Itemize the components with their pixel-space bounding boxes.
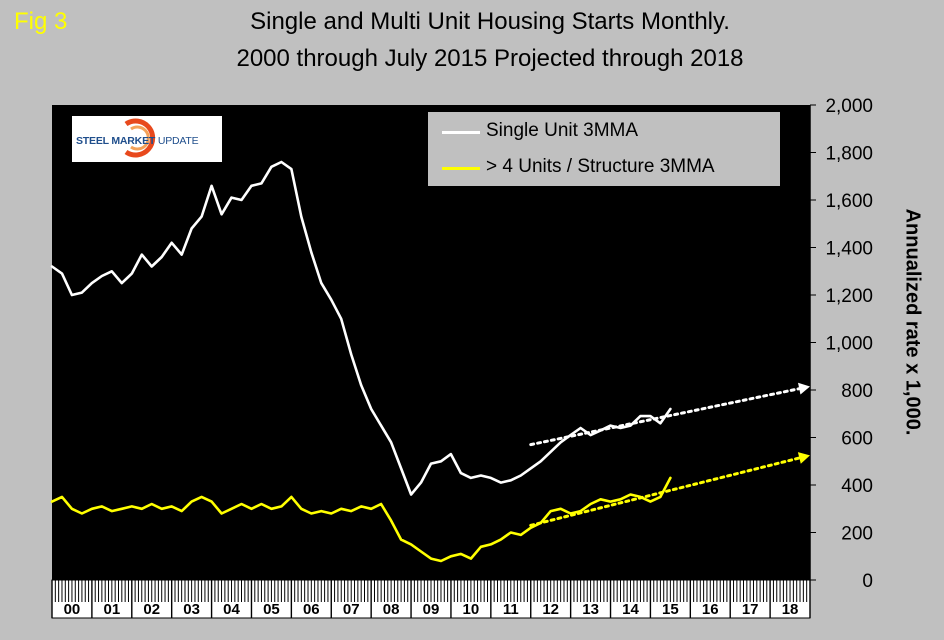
y-tick-label: 200 (841, 524, 873, 545)
y-axis: 0 200 400 600 800 1,000 1,200 1,400 1,600 1,800 2,… (809, 96, 873, 592)
multi-unit-series-line (50, 476, 672, 563)
x-tick-label: 15 (662, 601, 679, 618)
logo-word-steel: STEEL (76, 135, 109, 147)
x-tick-label: 02 (143, 601, 160, 618)
chart-title-line-1: Single and Multi Unit Housing Starts Mon… (250, 8, 730, 35)
x-tick-label: 12 (542, 601, 559, 618)
y-tick-label: 600 (841, 429, 873, 450)
y-tick-label: 1,000 (825, 334, 873, 355)
x-tick-label: 17 (742, 601, 759, 618)
y-tick-label: 1,600 (825, 191, 873, 212)
x-tick-label: 11 (503, 601, 519, 618)
y-tick-label: 0 (862, 571, 873, 592)
chart-title-line-2: 2000 through July 2015 Projected through… (236, 45, 744, 72)
x-axis: 00 01 02 03 04 05 06 07 08 09 10 11 12 13 14 15 16 17 18 (51, 579, 811, 619)
x-tick-label: 07 (343, 601, 360, 618)
y-tick-label: 1,200 (825, 286, 873, 307)
logo-arc-icon (124, 118, 156, 158)
y-axis-title: Annualized rate x 1,000. (901, 208, 924, 436)
x-tick-label: 05 (263, 601, 280, 618)
logo-word-market: MARKET (111, 135, 156, 147)
x-tick-label: 00 (64, 601, 81, 618)
multi-unit-projection-arrowhead (797, 452, 810, 464)
legend-swatch-single-unit (442, 131, 480, 134)
x-tick-label: 09 (423, 601, 440, 618)
x-tick-label: 14 (622, 601, 639, 618)
single-unit-projection-line (529, 386, 804, 447)
y-tick-label: 400 (841, 476, 873, 497)
y-tick-label: 2,000 (825, 96, 873, 117)
steel-market-update-logo: STEEL MARKET UPDATE (72, 116, 222, 162)
y-tick-label: 1,400 (825, 239, 873, 260)
x-tick-label: 08 (383, 601, 400, 618)
legend-swatch-multi-unit (442, 167, 480, 170)
multi-unit-projection-line (529, 455, 804, 527)
y-tick-label: 1,800 (825, 144, 873, 165)
x-tick-label: 01 (103, 601, 120, 618)
figure-label: Fig 3 (14, 8, 68, 35)
x-tick-label: 03 (183, 601, 200, 618)
series-layer (50, 160, 810, 563)
chart-legend: Single Unit 3MMA > 4 Units / Structure 3… (428, 112, 780, 186)
x-tick-label: 13 (582, 601, 599, 618)
x-tick-label: 16 (702, 601, 719, 618)
legend-label-single-unit: Single Unit 3MMA (486, 120, 639, 141)
x-tick-label: 06 (303, 601, 320, 618)
legend-label-multi-unit: > 4 Units / Structure 3MMA (486, 156, 715, 177)
x-tick-label: 18 (782, 601, 799, 618)
x-tick-label: 04 (223, 601, 240, 618)
y-tick-label: 800 (841, 381, 873, 402)
single-unit-projection-arrowhead (798, 382, 810, 395)
logo-word-update: UPDATE (157, 135, 199, 147)
x-tick-label: 10 (463, 601, 480, 618)
logo-text: STEEL MARKET UPDATE (76, 135, 199, 147)
